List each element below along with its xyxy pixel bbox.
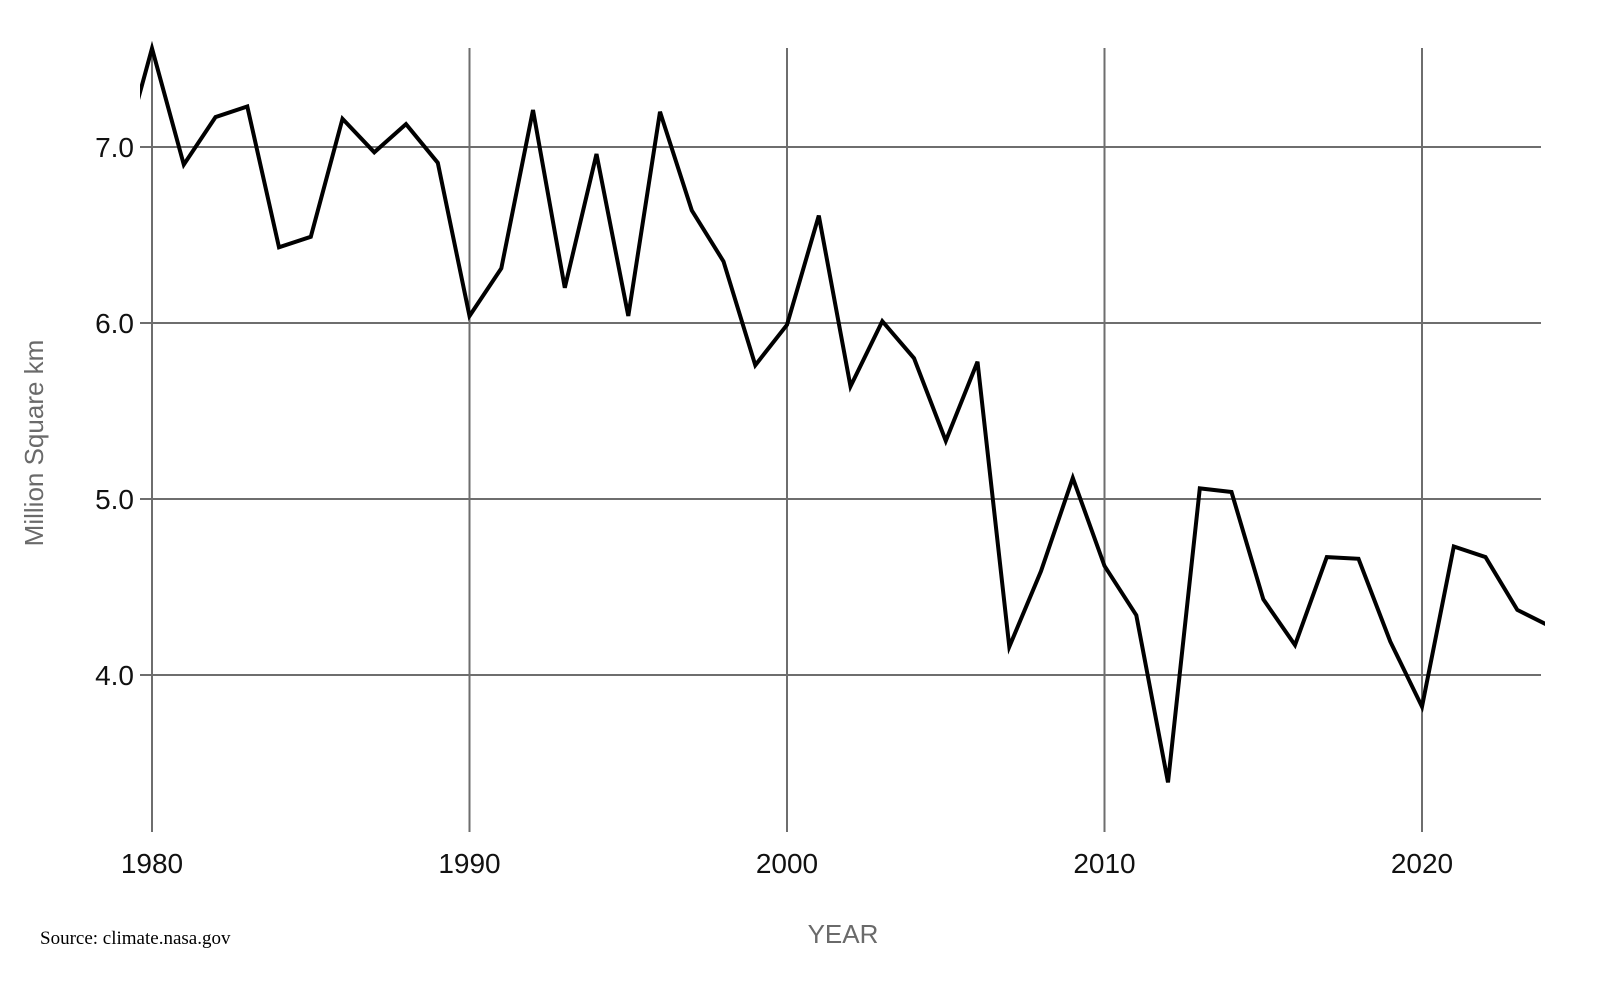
y-axis-title: Million Square km [19, 340, 49, 547]
x-tick-label-2020: 2020 [1391, 848, 1453, 879]
y-tick-label-5.0: 5.0 [95, 484, 134, 515]
source-note: Source: climate.nasa.gov [40, 928, 231, 949]
y-tick-label-6.0: 6.0 [95, 308, 134, 339]
y-tick-label-4.0: 4.0 [95, 660, 134, 691]
x-tick-label-2010: 2010 [1073, 848, 1135, 879]
x-tick-label-2000: 2000 [756, 848, 818, 879]
x-tick-label-1990: 1990 [438, 848, 500, 879]
series-group [140, 40, 1545, 783]
x-axis-title: YEAR [808, 919, 879, 949]
y-tick-labels: 4.0 5.0 6.0 7.0 [95, 132, 134, 691]
grid-lines [140, 48, 1541, 832]
series-line-0 [140, 40, 1545, 783]
x-tick-labels: 1980 1990 2000 2010 2020 [121, 848, 1453, 879]
x-tick-label-1980: 1980 [121, 848, 183, 879]
y-tick-label-7.0: 7.0 [95, 132, 134, 163]
